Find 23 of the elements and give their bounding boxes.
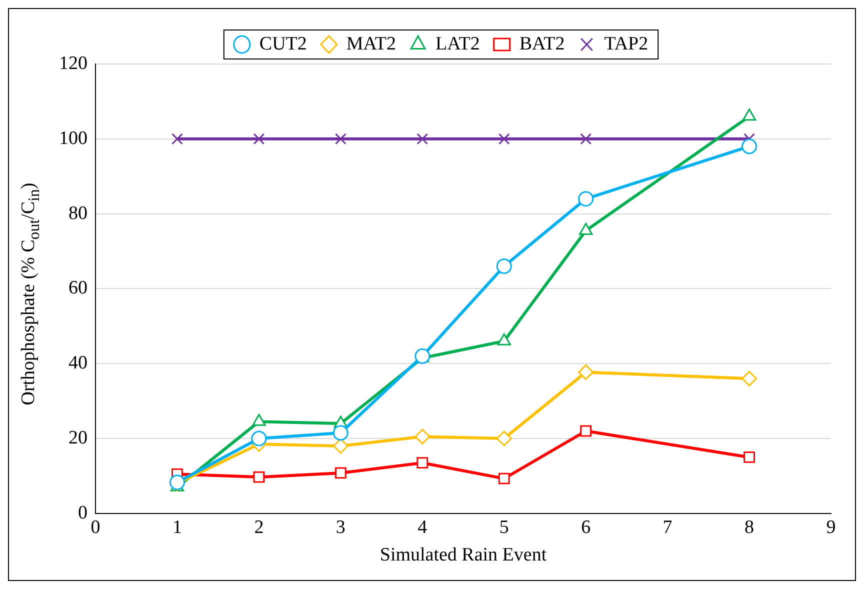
x-tick-label: 5 xyxy=(499,516,509,538)
legend-label: MAT2 xyxy=(346,33,396,54)
legend-label: LAT2 xyxy=(436,33,480,54)
legend-label: TAP2 xyxy=(604,33,648,54)
y-tick-label: 20 xyxy=(68,427,88,448)
x-axis-title: Simulated Rain Event xyxy=(380,544,548,566)
x-tick-label: 1 xyxy=(172,516,182,538)
legend-label: CUT2 xyxy=(259,33,307,54)
y-tick-label: 120 xyxy=(59,52,88,74)
x-tick-label: 7 xyxy=(662,516,672,538)
y-tick-label: 0 xyxy=(78,502,88,524)
x-tick-label: 9 xyxy=(826,516,836,538)
y-tick-label: 80 xyxy=(68,202,88,224)
legend-label: BAT2 xyxy=(519,33,565,54)
x-tick-label: 3 xyxy=(336,516,346,538)
x-tick-label: 0 xyxy=(90,516,100,538)
x-tick-label: 6 xyxy=(581,516,591,538)
x-tick-label: 8 xyxy=(744,516,754,538)
y-tick-label: 100 xyxy=(59,128,88,149)
x-tick-label: 2 xyxy=(254,516,264,538)
y-tick-label: 60 xyxy=(68,278,88,299)
x-tick-label: 4 xyxy=(418,516,428,538)
y-tick-label: 40 xyxy=(68,352,88,374)
